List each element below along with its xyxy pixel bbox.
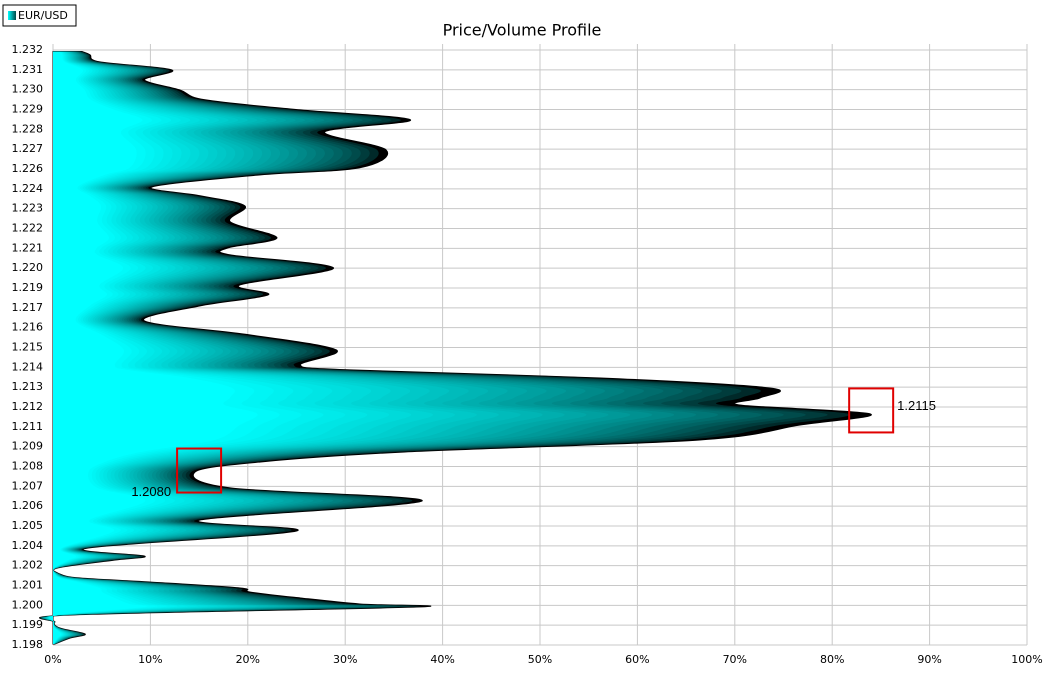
y-tick-label: 1.202 <box>12 559 44 572</box>
y-tick-label: 1.228 <box>12 122 44 135</box>
y-tick-label: 1.215 <box>12 341 44 354</box>
x-tick-label: 10% <box>138 653 162 666</box>
annotation-box <box>848 387 895 434</box>
y-tick-label: 1.219 <box>12 281 44 294</box>
y-tick-label: 1.207 <box>12 479 44 492</box>
profile <box>39 51 872 645</box>
y-tick-label: 1.223 <box>12 202 44 215</box>
x-tick-label: 50% <box>528 653 552 666</box>
y-tick-label: 1.214 <box>12 360 44 373</box>
y-tick-label: 1.232 <box>12 43 44 56</box>
y-tick-label: 1.200 <box>12 598 44 611</box>
y-tick-label: 1.204 <box>12 539 44 552</box>
annotation-box <box>176 447 223 494</box>
y-tick-label: 1.216 <box>12 321 44 334</box>
x-tick-label: 0% <box>44 653 61 666</box>
x-tick-label: 60% <box>625 653 649 666</box>
y-tick-label: 1.227 <box>12 142 44 155</box>
y-tick-label: 1.212 <box>12 400 44 413</box>
x-tick-label: 70% <box>723 653 747 666</box>
x-tick-label: 40% <box>430 653 454 666</box>
chart-title: Price/Volume Profile <box>443 21 602 40</box>
y-tick-label: 1.208 <box>12 460 44 473</box>
legend: EUR/USD <box>2 4 77 27</box>
y-tick-label: 1.206 <box>12 499 44 512</box>
y-tick-label: 1.221 <box>12 241 44 254</box>
x-tick-label: 100% <box>1011 653 1042 666</box>
legend-label: EUR/USD <box>18 9 68 22</box>
y-tick-label: 1.229 <box>12 103 44 116</box>
y-tick-label: 1.199 <box>12 618 44 631</box>
y-tick-label: 1.217 <box>12 301 44 314</box>
legend-box <box>2 4 77 27</box>
y-tick-label: 1.220 <box>12 261 44 274</box>
y-tick-label: 1.230 <box>12 83 44 96</box>
x-tick-label: 80% <box>820 653 844 666</box>
area-shade <box>49 51 258 644</box>
x-tick-label: 90% <box>917 653 941 666</box>
y-tick-label: 1.231 <box>12 63 44 76</box>
y-tick-label: 1.198 <box>12 638 44 651</box>
y-tick-label: 1.209 <box>12 440 44 453</box>
annotation-label: 1.2080 <box>131 484 171 499</box>
y-tick-label: 1.224 <box>12 182 44 195</box>
y-tick-label: 1.213 <box>12 380 44 393</box>
annotation-label: 1.2115 <box>897 398 936 413</box>
y-tick-label: 1.222 <box>12 222 44 235</box>
x-tick-label: 20% <box>236 653 260 666</box>
legend-swatch <box>8 11 16 20</box>
y-tick-label: 1.211 <box>12 420 44 433</box>
y-tick-label: 1.205 <box>12 519 44 532</box>
y-tick-label: 1.201 <box>12 579 44 592</box>
x-tick-label: 30% <box>333 653 357 666</box>
y-tick-label: 1.226 <box>12 162 44 175</box>
